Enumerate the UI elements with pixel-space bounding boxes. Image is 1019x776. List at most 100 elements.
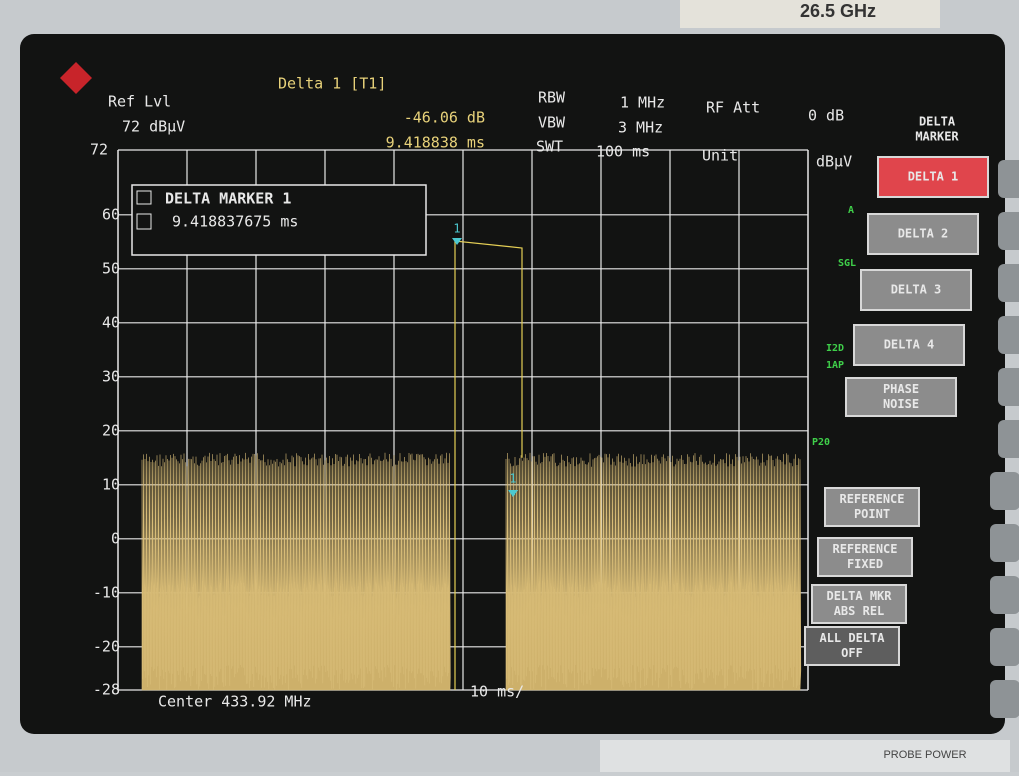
top-tag-plate [680, 0, 940, 28]
marker-2-tri [508, 490, 518, 497]
softkey-face [845, 377, 957, 417]
vbw-value: 3 MHz [618, 119, 663, 137]
y-axis-label: 40 [102, 313, 120, 331]
vbw-label: VBW [538, 114, 566, 132]
hard-key[interactable] [998, 420, 1019, 458]
softkey-label: DELTA 2 [898, 227, 949, 241]
spin-icon [136, 213, 152, 230]
footer-span: 10 ms/ [470, 683, 524, 701]
footer-center: Center 433.92 MHz [158, 693, 312, 711]
ref-value: 72 dBµV [122, 118, 185, 136]
unit-value: dBµV [816, 153, 852, 171]
softkey[interactable]: DELTA 2 [867, 213, 979, 255]
marker-title: Delta 1 [T1] [278, 75, 386, 93]
marker-time: 9.418838 ms [386, 134, 485, 152]
marker-1-label: 1 [453, 222, 460, 236]
swt-label: SWT [536, 138, 563, 156]
trace: 11 [141, 222, 802, 691]
probe-power-label: PROBE POWER [883, 749, 966, 761]
softkey-label: DELTA 1 [908, 170, 959, 184]
softkey-face [877, 156, 989, 198]
top-tag: 26.5 GHz [800, 1, 876, 21]
softkey[interactable]: DELTA 1 [877, 156, 989, 198]
hard-key[interactable] [990, 524, 1019, 562]
ref-label: Ref Lvl [108, 93, 171, 111]
swt-value: 100 ms [596, 143, 650, 161]
logo [60, 62, 92, 94]
rf-att-value: 0 dB [808, 107, 844, 125]
softkey-label: NOISE [883, 397, 919, 411]
y-axis-label: 20 [102, 421, 120, 439]
noise-band [505, 452, 802, 691]
hard-key[interactable] [990, 576, 1019, 614]
marker-trace [454, 240, 523, 690]
softkey-face [817, 537, 913, 577]
status-label: SGL [838, 258, 856, 269]
softkey-label: REFERENCE [839, 492, 904, 506]
hard-key[interactable] [990, 628, 1019, 666]
y-axis-label: -10 [93, 583, 120, 601]
noise-band [141, 452, 451, 691]
status-label: I2D [826, 343, 844, 354]
softkey-label: ABS REL [834, 604, 885, 618]
marker-1-tri [452, 238, 462, 245]
hard-key[interactable] [998, 368, 1019, 406]
marker-2-label: 1 [509, 472, 516, 486]
hard-key[interactable] [998, 316, 1019, 354]
softkey[interactable]: DELTA 4 [853, 324, 965, 366]
marker-level: -46.06 dB [404, 109, 485, 127]
y-axis-label: -28 [93, 681, 120, 699]
softkey-label: FIXED [847, 557, 883, 571]
softkey-label: POINT [854, 507, 890, 521]
y-axis-label: 10 [102, 475, 120, 493]
softkey-label: REFERENCE [832, 542, 897, 556]
softkey-title: DELTA [919, 115, 956, 129]
marker-box-value: 9.418837675 ms [172, 213, 298, 231]
lower-panel [600, 740, 1010, 772]
softkey-face [853, 324, 965, 366]
y-axis-label: 0 [111, 529, 120, 547]
grid: 72 60 50 40 30 20 10 0 -10 -20 -28 A SGL I2D 1AP P20 [90, 141, 856, 699]
softkey-face [804, 626, 900, 666]
softkey-label: DELTA 4 [884, 338, 935, 352]
marker-box [131, 184, 427, 256]
status-label: P20 [812, 437, 830, 448]
softkey-title: MARKER [915, 130, 959, 144]
hard-key[interactable] [990, 472, 1019, 510]
status-label: 1AP [826, 360, 844, 371]
marker-box-title: DELTA MARKER 1 [165, 190, 291, 208]
y-axis-label: 30 [102, 367, 120, 385]
softkey-face [811, 584, 907, 624]
hard-key[interactable] [998, 264, 1019, 302]
softkey-label: DELTA MKR [826, 589, 892, 603]
softkey-face [867, 213, 979, 255]
rbw-label: RBW [538, 89, 566, 107]
hard-key[interactable] [998, 212, 1019, 250]
rf-att-label: RF Att [706, 99, 760, 117]
softkey-label: ALL DELTA [819, 631, 885, 645]
softkey-label: OFF [841, 646, 863, 660]
y-axis-label: -20 [93, 637, 120, 655]
status-label: A [848, 205, 854, 216]
softkey-face [860, 269, 972, 311]
rbw-value: 1 MHz [620, 94, 665, 112]
softkey[interactable]: DELTA 3 [860, 269, 972, 311]
softkey-label: PHASE [883, 382, 919, 396]
hard-key[interactable] [990, 680, 1019, 718]
softkey-label: DELTA 3 [891, 283, 942, 297]
unit-label: Unit [702, 147, 738, 165]
y-axis-label: 60 [102, 205, 120, 223]
box-icon [136, 190, 152, 205]
y-axis-label: 50 [102, 259, 120, 277]
hard-key[interactable] [998, 160, 1019, 198]
y-axis-label: 72 [90, 141, 108, 159]
softkey-face [824, 487, 920, 527]
